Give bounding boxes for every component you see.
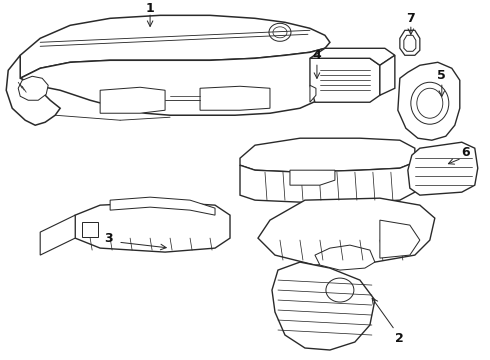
Polygon shape: [258, 198, 435, 265]
Polygon shape: [310, 58, 380, 102]
Polygon shape: [272, 262, 375, 350]
Polygon shape: [400, 30, 420, 55]
Polygon shape: [310, 85, 316, 102]
Polygon shape: [398, 62, 460, 140]
Text: 7: 7: [407, 12, 415, 25]
Polygon shape: [20, 48, 335, 115]
Polygon shape: [18, 76, 48, 100]
Polygon shape: [75, 202, 230, 252]
Polygon shape: [100, 87, 165, 113]
Polygon shape: [6, 55, 60, 125]
Text: 4: 4: [313, 49, 321, 62]
Polygon shape: [380, 55, 395, 95]
Polygon shape: [82, 222, 98, 237]
Polygon shape: [40, 215, 75, 255]
Polygon shape: [404, 35, 416, 51]
Polygon shape: [110, 197, 215, 215]
Text: 3: 3: [104, 231, 112, 244]
Polygon shape: [290, 170, 335, 185]
Polygon shape: [240, 138, 415, 172]
Polygon shape: [408, 142, 478, 195]
Polygon shape: [240, 162, 415, 202]
Text: 2: 2: [395, 332, 404, 345]
Polygon shape: [200, 86, 270, 110]
Polygon shape: [20, 15, 330, 78]
Text: 1: 1: [146, 2, 154, 15]
Polygon shape: [310, 48, 395, 65]
Text: 5: 5: [438, 69, 446, 82]
Polygon shape: [380, 220, 420, 258]
Polygon shape: [315, 245, 375, 270]
Text: 6: 6: [462, 146, 470, 159]
